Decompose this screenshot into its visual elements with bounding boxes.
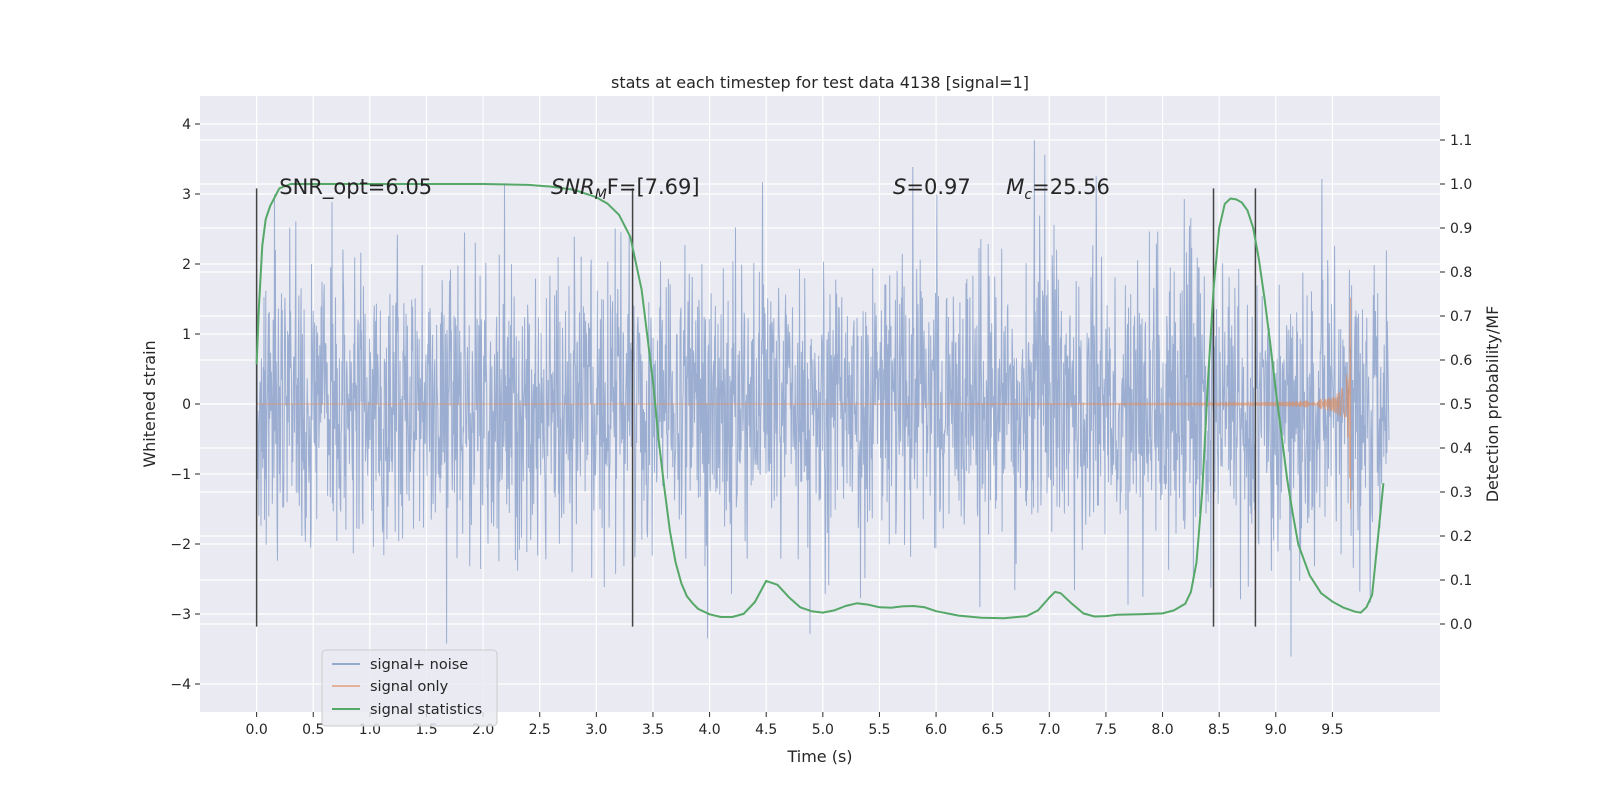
x-axis-ticks: 0.0 0.5 1.0 1.5 2.0 2.5 3.0 3.5 4.0 4.5 5.0 5.5 6.0 6… bbox=[245, 712, 1344, 738]
y2-tick-label: 1.1 bbox=[1450, 133, 1472, 149]
y-axis-ticks: 4 3 2 1 0 −1 −2 −3 −4 bbox=[170, 117, 200, 693]
y2-axis-ticks: 1.1 1.0 0.9 0.8 0.7 0.6 0.5 0.4 0.3 0.2 0.1 0.0 bbox=[1440, 133, 1472, 633]
x-tick-label: 4.5 bbox=[755, 722, 777, 738]
x-tick-label: 7.5 bbox=[1095, 722, 1117, 738]
y2-tick-label: 1.0 bbox=[1450, 177, 1472, 193]
y-tick-label: 1 bbox=[182, 327, 191, 343]
y-tick-label: −2 bbox=[170, 537, 191, 553]
y2-tick-label: 0.2 bbox=[1450, 529, 1472, 545]
legend-label-signal-statistics: signal statistics bbox=[370, 702, 482, 718]
x-tick-label: 9.0 bbox=[1265, 722, 1287, 738]
annotation-snr-opt: SNR_opt=6.05 bbox=[279, 175, 432, 200]
y2-tick-label: 0.7 bbox=[1450, 309, 1472, 325]
x-axis-label: Time (s) bbox=[786, 747, 852, 766]
x-tick-label: 0.0 bbox=[245, 722, 267, 738]
x-tick-label: 4.0 bbox=[698, 722, 720, 738]
x-tick-label: 3.0 bbox=[585, 722, 607, 738]
y2-tick-label: 0.1 bbox=[1450, 573, 1472, 589]
y2-tick-label: 0.3 bbox=[1450, 485, 1472, 501]
y-tick-label: 2 bbox=[182, 257, 191, 273]
x-tick-label: 5.5 bbox=[868, 722, 890, 738]
annotation-snr-mf: SNRMF=[7.69] bbox=[551, 175, 700, 203]
y2-tick-label: 0.8 bbox=[1450, 265, 1472, 281]
annotation-s: S=0.97 bbox=[893, 175, 971, 199]
y-tick-label: 3 bbox=[182, 187, 191, 203]
annotation-mc: Mc=25.56 bbox=[1006, 175, 1110, 203]
series-signal-only bbox=[256, 297, 1351, 509]
legend-label-signal-only: signal only bbox=[370, 679, 449, 695]
x-tick-label: 2.5 bbox=[529, 722, 551, 738]
annotations: SNR_opt=6.05 SNRMF=[7.69] S=0.97 Mc=25.5… bbox=[279, 175, 1110, 203]
x-tick-label: 6.0 bbox=[925, 722, 947, 738]
chart-title: stats at each timestep for test data 413… bbox=[611, 73, 1029, 92]
y-tick-label: −1 bbox=[170, 467, 191, 483]
x-tick-label: 6.5 bbox=[982, 722, 1004, 738]
y2-tick-label: 0.0 bbox=[1450, 617, 1472, 633]
y-axis-label: Whitened strain bbox=[140, 340, 159, 467]
legend-label-signal-noise: signal+ noise bbox=[370, 657, 468, 673]
x-tick-label: 5.0 bbox=[812, 722, 834, 738]
y2-tick-label: 0.5 bbox=[1450, 397, 1472, 413]
signal-only-line bbox=[256, 297, 1351, 509]
x-tick-label: 8.5 bbox=[1208, 722, 1230, 738]
y-tick-label: 0 bbox=[182, 397, 191, 413]
vertical-markers bbox=[255, 188, 1257, 627]
legend: signal+ noise signal only signal statist… bbox=[321, 649, 498, 727]
x-tick-label: 3.5 bbox=[642, 722, 664, 738]
y-tick-label: −4 bbox=[170, 677, 191, 693]
y2-tick-label: 0.6 bbox=[1450, 353, 1472, 369]
signal-statistics-line bbox=[255, 183, 1385, 620]
x-tick-label: 8.0 bbox=[1151, 722, 1173, 738]
y2-axis-label: Detection probability/MF bbox=[1483, 306, 1502, 503]
y-tick-label: 4 bbox=[182, 117, 191, 133]
x-tick-label: 9.5 bbox=[1321, 722, 1343, 738]
x-tick-label: 7.0 bbox=[1038, 722, 1060, 738]
y2-tick-label: 0.9 bbox=[1450, 221, 1472, 237]
series-signal-statistics bbox=[255, 183, 1385, 620]
signal-noise-line bbox=[256, 140, 1390, 657]
x-tick-label: 0.5 bbox=[302, 722, 324, 738]
y-tick-label: −3 bbox=[170, 607, 191, 623]
y2-tick-label: 0.4 bbox=[1450, 441, 1472, 457]
series-signal-noise bbox=[256, 140, 1390, 657]
legend-box bbox=[321, 649, 498, 727]
